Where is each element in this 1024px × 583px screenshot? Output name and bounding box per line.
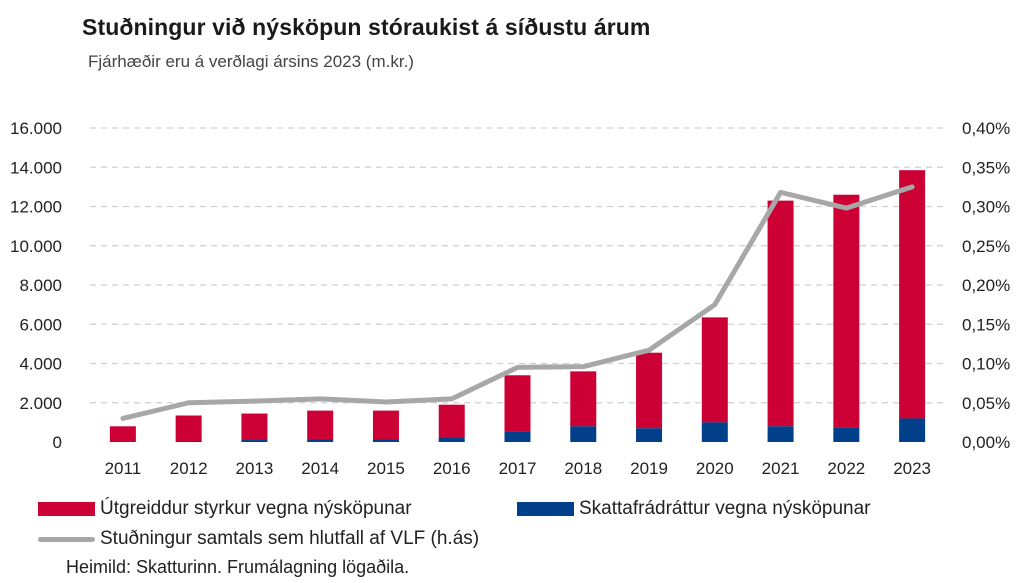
bar-tax-2021 — [767, 426, 794, 442]
bar-grant-2016 — [438, 404, 465, 438]
legend-swatch-grant — [38, 502, 95, 516]
legend-swatch-tax — [517, 502, 574, 516]
y2-tick-label: 0,40% — [962, 119, 1010, 138]
y-tick-label: 12.000 — [10, 198, 62, 217]
bar-tax-2023 — [899, 418, 926, 442]
x-tick-label: 2019 — [630, 459, 668, 478]
x-tick-label: 2021 — [762, 459, 800, 478]
y-tick-label: 4.000 — [19, 355, 62, 374]
bar-grant-2023 — [899, 170, 926, 419]
bar-tax-2015 — [372, 439, 399, 442]
chart-plot: 0 2.000 4.000 6.000 8.000 10.000 12.000 14.000 1… — [10, 119, 1010, 478]
legend-label-tax: Skattafrádráttur vegna nýsköpunar — [579, 498, 871, 519]
right-axis-ticks: 0,00% 0,05% 0,10% 0,15% 0,20% 0,25% 0,30% 0,35%… — [962, 119, 1010, 452]
bar-grant-2021 — [767, 200, 794, 427]
bar-grant-2015 — [372, 410, 399, 440]
share-line-path — [120, 184, 915, 421]
grid-lines — [90, 127, 945, 404]
bar-tax-2018 — [570, 426, 597, 442]
bar-tax-2019 — [636, 428, 663, 442]
y-tick-label: 8.000 — [19, 276, 62, 295]
legend-label-grant: Útgreiddur styrkur vegna nýsköpunar — [100, 498, 412, 519]
bar-grant-2012 — [175, 415, 202, 442]
legend-item-grant: Útgreiddur styrkur vegna nýsköpunar — [38, 498, 412, 520]
legend-label-share: Stuðningur samtals sem hlutfall af VLF (… — [100, 528, 480, 549]
y-tick-label: 14.000 — [10, 158, 62, 177]
y-tick-label: 10.000 — [10, 237, 62, 256]
chart-title: Stuðningur við nýsköpun stóraukist á síð… — [82, 14, 651, 40]
x-tick-label: 2022 — [827, 459, 865, 478]
y2-tick-label: 0,30% — [962, 198, 1010, 217]
x-tick-label: 2011 — [105, 459, 142, 478]
bar-tax-2022 — [833, 427, 860, 442]
x-tick-label: 2014 — [301, 459, 339, 478]
y2-tick-label: 0,15% — [962, 315, 1010, 334]
left-axis-ticks: 0 2.000 4.000 6.000 8.000 10.000 12.000 14.000 1… — [10, 119, 62, 452]
x-tick-label: 2018 — [564, 459, 602, 478]
y-tick-label: 16.000 — [10, 119, 62, 138]
x-tick-label: 2017 — [499, 459, 537, 478]
y2-tick-label: 0,20% — [962, 276, 1010, 295]
y2-tick-label: 0,00% — [962, 433, 1010, 452]
chart-subtitle: Fjárhæðir eru á verðlagi ársins 2023 (m.… — [88, 52, 414, 71]
y2-tick-label: 0,05% — [962, 394, 1010, 413]
y-tick-label: 2.000 — [19, 394, 62, 413]
bar-grant-2011 — [109, 426, 136, 442]
x-tick-label: 2020 — [696, 459, 734, 478]
bar-grant-2014 — [307, 410, 334, 440]
y-tick-label: 0 — [53, 433, 62, 452]
bar-grant-2013 — [241, 413, 268, 441]
y2-tick-label: 0,10% — [962, 355, 1010, 374]
x-tick-label: 2013 — [236, 459, 274, 478]
bar-grant-2019 — [636, 352, 663, 429]
y-tick-label: 6.000 — [19, 315, 62, 334]
bar-tax-2012 — [175, 441, 202, 442]
y2-tick-label: 0,35% — [962, 158, 1010, 177]
bar-grant-2017 — [504, 375, 531, 432]
bar-tax-2014 — [307, 439, 334, 442]
x-tick-label: 2023 — [893, 459, 931, 478]
share-line — [120, 184, 915, 421]
bar-tax-2013 — [241, 440, 268, 442]
x-tick-label: 2016 — [433, 459, 471, 478]
legend-item-share: Stuðningur samtals sem hlutfall af VLF (… — [38, 528, 479, 550]
bars — [109, 170, 926, 442]
x-tick-label: 2012 — [170, 459, 208, 478]
source-note: Heimild: Skatturinn. Frumálagning lögaði… — [66, 557, 410, 577]
bar-tax-2016 — [438, 437, 465, 442]
bar-grant-2018 — [570, 371, 597, 427]
bar-tax-2020 — [701, 422, 728, 442]
bar-grant-2022 — [833, 194, 860, 428]
bar-grant-2020 — [701, 317, 728, 423]
bar-tax-2017 — [504, 431, 531, 442]
legend-item-tax: Skattafrádráttur vegna nýsköpunar — [517, 498, 871, 520]
legend-swatch-share — [38, 536, 95, 542]
x-axis-ticks: 2011 2012 2013 2014 2015 2016 2017 2018 2019 2020… — [105, 459, 931, 478]
y2-tick-label: 0,25% — [962, 237, 1010, 256]
x-tick-label: 2015 — [367, 459, 405, 478]
